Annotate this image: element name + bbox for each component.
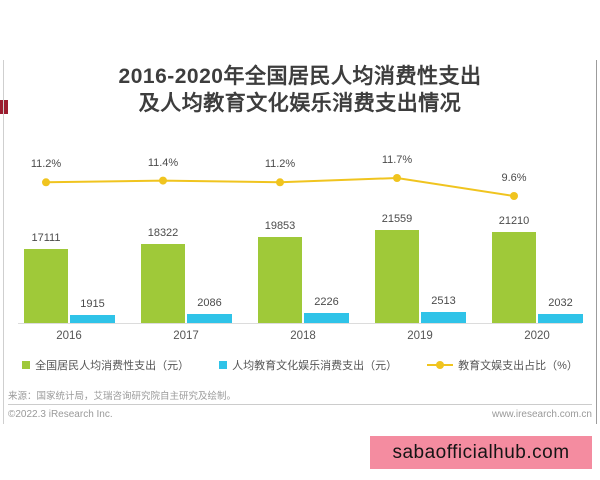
legend-label: 全国居民人均消费性支出（元） (35, 360, 190, 372)
legend-label: 教育文娱支出占比（%） (458, 360, 578, 372)
chart-title: 2016-2020年全国居民人均消费性支出 及人均教育文化娱乐消费支出情况 (0, 63, 600, 117)
legend-item-consumption: 全国居民人均消费性支出（元） (22, 357, 189, 373)
chart-title-line1: 2016-2020年全国居民人均消费性支出 (118, 65, 482, 88)
legend-label: 人均教育文化娱乐消费支出（元） (232, 360, 398, 372)
green-swatch-icon (22, 361, 31, 369)
source-note: 来源：国家统计局，艾瑞咨询研究院自主研究及绘制。 (8, 391, 237, 402)
copyright-text: ©2022.3 iResearch Inc. (8, 409, 113, 420)
chart-legend: 全国居民人均消费性支出（元） 人均教育文化娱乐消费支出（元） 教育文娱支出占比（… (0, 357, 600, 373)
website-text: www.iresearch.com.cn (491, 409, 592, 420)
chart-card-border (3, 60, 597, 424)
legend-item-ratio: 教育文娱支出占比（%） (427, 357, 578, 373)
footer-divider (8, 404, 592, 405)
line-marker-icon (427, 361, 454, 369)
watermark-banner: sabaofficialhub.com (370, 436, 592, 469)
blue-swatch-icon (219, 361, 228, 369)
legend-item-education: 人均教育文化娱乐消费支出（元） (219, 357, 397, 373)
chart-title-line2: 及人均教育文化娱乐消费支出情况 (138, 92, 462, 115)
red-logo-mark (0, 100, 8, 114)
